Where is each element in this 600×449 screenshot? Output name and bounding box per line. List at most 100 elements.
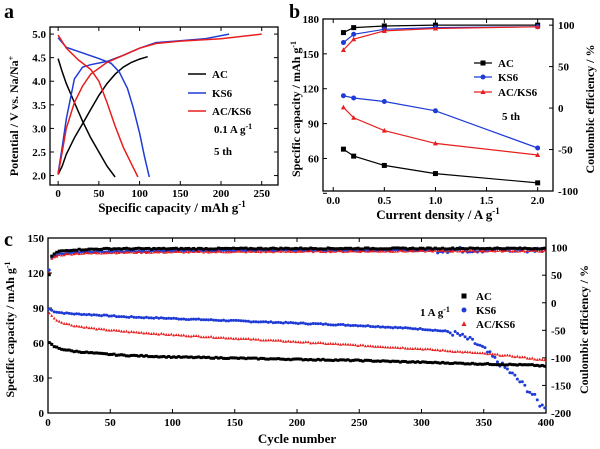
data-point — [249, 337, 253, 341]
data-point — [533, 357, 537, 361]
data-point — [309, 322, 313, 326]
data-point — [152, 316, 156, 320]
data-point — [513, 355, 517, 359]
data-point — [438, 348, 442, 352]
data-point — [167, 333, 171, 337]
data-point — [358, 343, 362, 347]
data-point — [314, 249, 318, 253]
data-point — [281, 321, 285, 325]
data-point — [461, 361, 465, 365]
data-point — [114, 251, 118, 255]
data-point — [403, 346, 407, 350]
data-point — [261, 247, 265, 251]
data-point — [451, 361, 455, 365]
data-point — [398, 326, 402, 330]
data-point-ac — [351, 25, 357, 31]
data-point — [311, 247, 315, 251]
data-point — [236, 356, 240, 360]
data-point — [485, 249, 489, 253]
data-point — [423, 347, 427, 351]
legend-marker-ac — [461, 293, 467, 299]
data-point — [276, 249, 280, 253]
data-point — [57, 346, 61, 350]
data-point — [251, 320, 255, 324]
data-point — [82, 312, 86, 316]
data-point — [289, 321, 293, 325]
data-point — [483, 247, 487, 251]
data-point — [351, 249, 355, 253]
data-point — [284, 246, 288, 250]
data-point — [301, 340, 305, 344]
data-point — [339, 342, 343, 346]
data-point — [209, 356, 213, 360]
data-point — [334, 323, 338, 327]
data-point — [189, 355, 193, 359]
legend-label: AC/KS6 — [212, 106, 252, 118]
legend-marker-ks6 — [480, 74, 486, 80]
data-point — [508, 362, 512, 366]
y-tick-label: 90 — [308, 119, 320, 131]
data-point — [398, 248, 402, 252]
data-point — [72, 324, 76, 328]
data-point — [490, 354, 494, 358]
data-point — [80, 248, 84, 252]
data-point — [299, 246, 303, 250]
data-point — [269, 338, 273, 342]
data-point — [341, 342, 345, 346]
y2-tick-label: -50 — [558, 145, 573, 157]
data-point — [540, 358, 544, 361]
data-point — [234, 336, 238, 340]
x-tick-label: 1.0 — [429, 195, 443, 207]
data-point — [344, 342, 348, 346]
data-point — [47, 273, 51, 277]
data-point — [241, 319, 245, 323]
data-point — [249, 250, 253, 253]
data-point — [90, 313, 94, 317]
data-point — [476, 249, 480, 253]
data-point — [306, 322, 310, 326]
data-point — [426, 361, 430, 365]
data-point — [269, 246, 273, 250]
data-point — [306, 358, 310, 362]
y2-axis-label: Coulombic efficiency / % — [583, 45, 597, 174]
data-point — [75, 248, 79, 252]
data-point — [471, 351, 475, 355]
data-point — [67, 322, 71, 326]
data-point — [197, 334, 201, 338]
data-point — [296, 249, 300, 253]
data-point — [351, 343, 355, 347]
data-point — [97, 313, 101, 317]
data-point — [538, 364, 542, 368]
data-point — [244, 357, 248, 361]
legend-label: AC — [212, 69, 228, 81]
data-point — [100, 351, 104, 355]
data-point — [227, 336, 231, 340]
data-point — [363, 344, 367, 348]
data-point — [179, 355, 183, 359]
data-point — [55, 345, 59, 349]
data-point — [202, 355, 206, 359]
data-point — [423, 249, 427, 253]
data-point — [334, 358, 338, 362]
data-point — [339, 322, 343, 326]
data-point — [119, 247, 123, 251]
data-point — [264, 320, 268, 324]
data-point — [423, 247, 427, 251]
data-point — [127, 250, 131, 254]
data-point — [112, 314, 116, 318]
data-point — [376, 359, 380, 363]
data-point — [109, 328, 113, 332]
x-tick-label: 200 — [289, 417, 306, 429]
data-point — [274, 321, 278, 325]
data-point — [426, 347, 430, 351]
data-point — [388, 247, 392, 251]
y-tick-label: 90 — [33, 303, 45, 315]
data-point — [164, 355, 168, 359]
data-point — [411, 360, 415, 364]
data-point — [296, 247, 300, 251]
data-point — [373, 325, 377, 329]
data-point — [60, 311, 64, 315]
y-tick-label: 0 — [39, 408, 45, 420]
y-tick-label: 150 — [303, 49, 320, 61]
data-point — [281, 249, 285, 253]
